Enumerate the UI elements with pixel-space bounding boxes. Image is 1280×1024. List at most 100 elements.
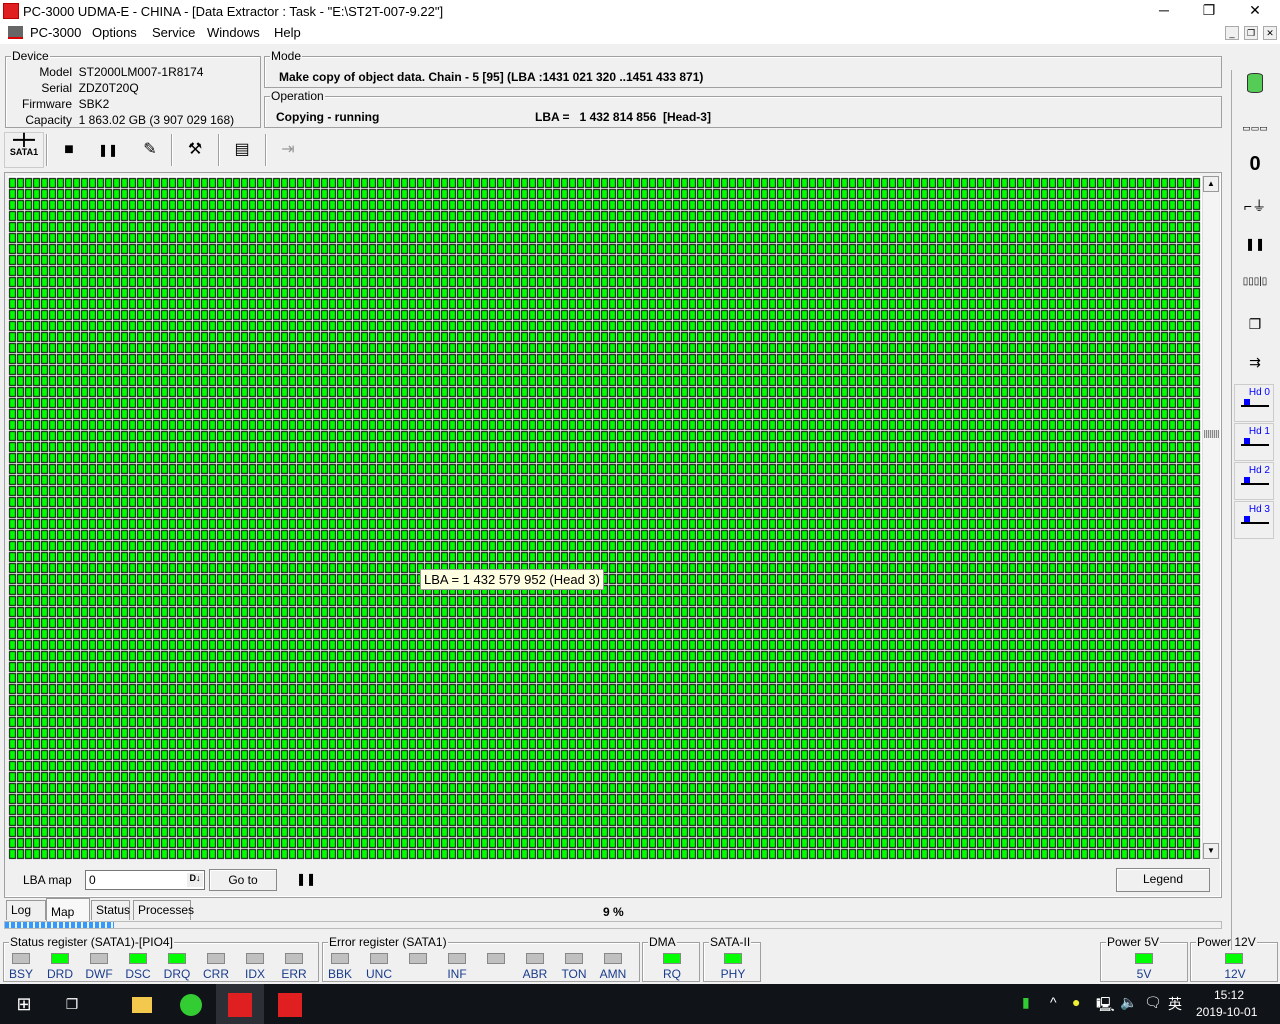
lba-map-grid[interactable] — [8, 176, 1202, 860]
error-led — [487, 953, 505, 964]
copy-disk-button[interactable] — [1236, 70, 1274, 106]
taskbar-pc3000-2[interactable] — [266, 984, 314, 1024]
menu-service[interactable]: Service — [152, 25, 196, 40]
taskbar-pc3000-1[interactable] — [216, 984, 264, 1024]
task-view-button[interactable]: ❐ — [65, 996, 79, 1012]
skip-button[interactable]: ▯▯▯|▯ — [1236, 264, 1274, 300]
menu-options[interactable]: Options — [92, 25, 137, 40]
tab-map[interactable]: Map — [46, 898, 90, 922]
menu-help[interactable]: Help — [274, 25, 301, 40]
head-icon — [1241, 483, 1269, 485]
maximize-button[interactable]: ❐ — [1202, 2, 1216, 18]
map-pause-button[interactable]: ❚❚ — [296, 872, 317, 886]
head-1-label: Hd 1 — [1248, 426, 1270, 437]
mdi-close-button[interactable]: ✕ — [1263, 26, 1277, 40]
head-icon — [1241, 405, 1269, 407]
right-pause-button[interactable]: ❚❚ — [1244, 237, 1266, 251]
map-scrollbar[interactable]: ▲ ▼ — [1202, 176, 1219, 860]
lba-map-input[interactable]: 0 D↓ — [85, 870, 205, 890]
status-led-label: DSC — [125, 967, 151, 981]
head-icon — [1241, 522, 1269, 524]
notification-icon[interactable]: 🗨 — [1144, 994, 1162, 1010]
head-1-button[interactable]: Hd 1 — [1234, 423, 1274, 461]
power-switch-button[interactable]: ⌐⏚ — [1236, 188, 1274, 224]
menu-windows[interactable]: Windows — [207, 25, 260, 40]
dma-group: DMA RQ — [642, 935, 700, 982]
model-value: ST2000LM007-1R8174 — [78, 65, 204, 79]
minimize-button[interactable]: ─ — [1159, 2, 1169, 18]
scroll-thumb[interactable] — [1204, 430, 1219, 438]
mode-legend: Mode — [270, 49, 303, 63]
pause-button[interactable]: ❚❚ — [97, 143, 119, 157]
clock-date[interactable]: 2019-10-01 — [1196, 1005, 1258, 1019]
ime-indicator[interactable]: 英 — [1168, 996, 1182, 1012]
status-led — [207, 953, 225, 964]
tools-button[interactable]: ⚒ — [187, 141, 203, 158]
network-icon[interactable]: 🖳 — [1096, 996, 1115, 1012]
lba-tooltip: LBA = 1 432 579 952 (Head 3) — [420, 569, 604, 590]
head-2-label: Hd 2 — [1248, 465, 1270, 476]
tab-log[interactable]: Log — [6, 900, 46, 920]
status-led-label: IDX — [244, 967, 265, 981]
scroll-up-button[interactable]: ▲ — [1203, 176, 1219, 192]
menu-bar: PC-3000 Options Service Windows Help — [0, 22, 1280, 44]
status-led-label: DWF — [85, 967, 113, 981]
head-icon — [1241, 444, 1269, 446]
power5-group: Power 5V 5V — [1100, 935, 1188, 982]
error-led — [448, 953, 466, 964]
status-led — [285, 953, 303, 964]
tray-expand-button[interactable]: ^ — [1050, 994, 1057, 1010]
heads-map-button[interactable]: ⇉ — [1236, 344, 1274, 380]
pc3000-app-icon — [228, 993, 252, 1018]
capacity-value: 1 863.02 GB (3 907 029 168) — [78, 113, 235, 127]
close-button[interactable]: ✕ — [1249, 2, 1261, 18]
exit-button[interactable]: ⇥ — [281, 141, 295, 158]
tab-status[interactable]: Status — [91, 900, 130, 920]
serial-value: ZDZ0T20Q — [78, 81, 139, 95]
status-led-label: DRD — [47, 967, 73, 981]
power12-group: Power 12V 12V — [1190, 935, 1278, 982]
right-toolbar-divider — [1231, 70, 1232, 950]
start-button[interactable]: ⊞ — [16, 994, 32, 1014]
power12-led-label: 12V — [1224, 967, 1246, 981]
menu-pc3000[interactable]: PC-3000 — [30, 25, 82, 40]
windows-button[interactable]: ▤ — [234, 141, 250, 158]
sata-connector-icon: ━╋━ — [13, 133, 35, 147]
status-led — [90, 953, 108, 964]
head-3-button[interactable]: Hd 3 — [1234, 501, 1274, 539]
taskbar — [0, 984, 1280, 1024]
legend-button[interactable]: Legend — [1116, 868, 1210, 892]
error-register-legend: Error register (SATA1) — [328, 935, 448, 949]
security-icon[interactable]: ● — [1072, 994, 1081, 1010]
head-0-button[interactable]: Hd 0 — [1234, 384, 1274, 422]
firmware-value: SBK2 — [78, 97, 110, 111]
decimal-toggle-icon[interactable]: D↓ — [187, 873, 203, 887]
scroll-down-button[interactable]: ▼ — [1203, 843, 1219, 859]
lba-map-value: 0 — [89, 873, 96, 887]
clock-time[interactable]: 15:12 — [1214, 988, 1245, 1002]
error-led — [565, 953, 583, 964]
device-group: Device Model ST2000LM007-1R8174 Serial Z… — [5, 49, 261, 128]
status-led — [246, 953, 264, 964]
taskbar-browser[interactable] — [167, 984, 215, 1024]
report-button[interactable]: ✎ — [143, 141, 157, 158]
taskbar-explorer[interactable] — [118, 984, 166, 1024]
head-3-label: Hd 3 — [1248, 504, 1270, 515]
zero-button[interactable]: 0 — [1236, 146, 1274, 182]
stop-button[interactable]: ■ — [64, 141, 74, 158]
volume-icon[interactable]: 🔈 — [1120, 994, 1138, 1010]
usb-icon[interactable]: ▮ — [1022, 994, 1030, 1010]
status-led-label: BSY — [8, 967, 33, 981]
clear-windows-button[interactable]: ❐ — [1236, 306, 1274, 342]
reset-button[interactable]: ▭▭▭ — [1236, 110, 1274, 146]
sata1-button[interactable]: ━╋━ SATA1 — [4, 132, 44, 168]
error-register-group: Error register (SATA1) BBK UNC INF ABR TON AM… — [322, 935, 640, 982]
goto-button[interactable]: Go to — [209, 869, 277, 891]
mdi-restore-button[interactable]: ❐ — [1244, 26, 1258, 40]
operation-legend: Operation — [270, 89, 325, 103]
operation-lba: LBA = 1 432 814 856 [Head-3] — [535, 110, 711, 124]
head-2-button[interactable]: Hd 2 — [1234, 462, 1274, 500]
tab-processes[interactable]: Processes — [133, 900, 194, 920]
power12-led — [1225, 953, 1243, 964]
mdi-minimize-button[interactable]: _ — [1225, 26, 1239, 40]
